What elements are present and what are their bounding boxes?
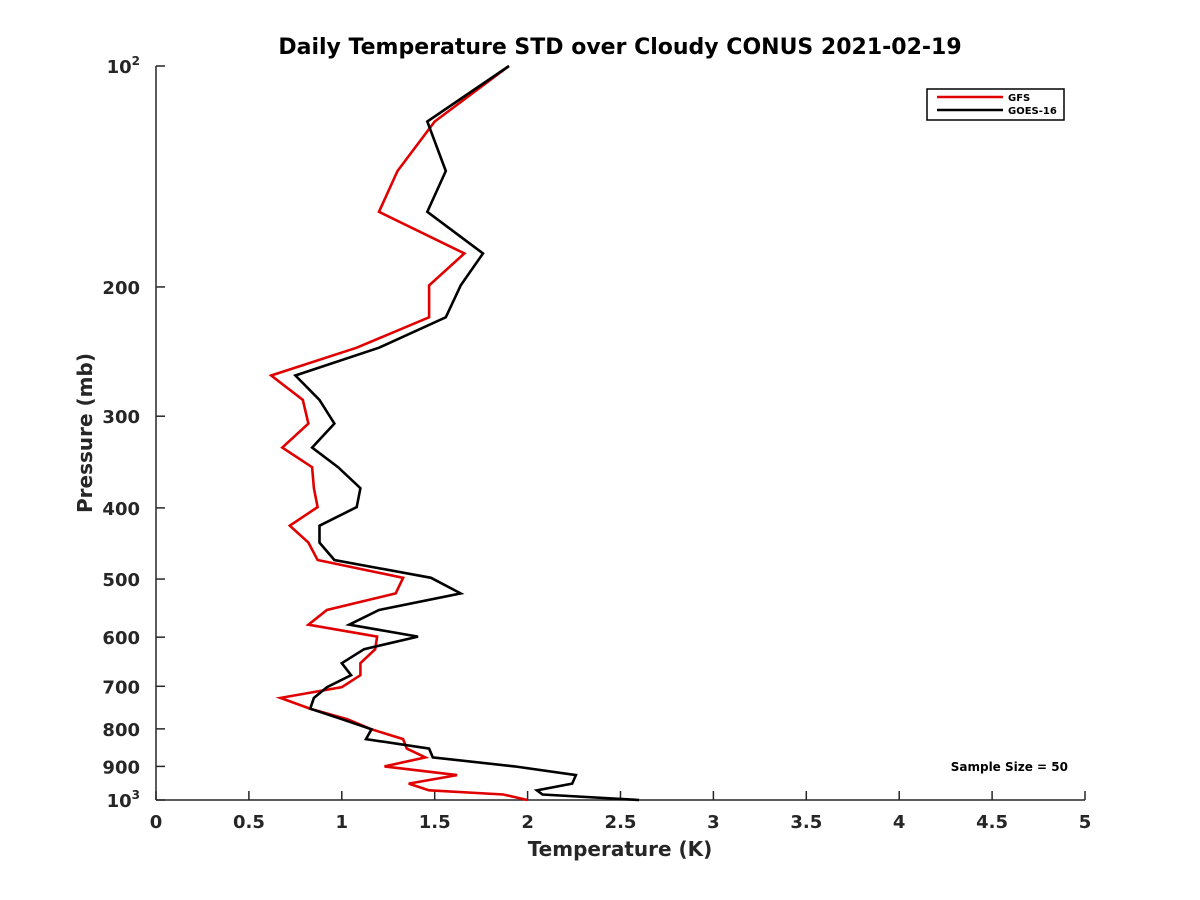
x-tick-label: 3	[707, 812, 720, 833]
legend-box	[926, 88, 1065, 121]
x-tick-label: 5	[1079, 812, 1092, 833]
y-tick-label: 300	[102, 407, 140, 428]
legend-label-goes-16: GOES-16	[1008, 106, 1057, 117]
legend-label-gfs: GFS	[1008, 93, 1030, 104]
y-tick-label: 200	[102, 278, 140, 299]
series-line-goes-16	[293, 64, 640, 802]
chart-title: Daily Temperature STD over Cloudy CONUS …	[278, 35, 961, 60]
y-tick-label: 103	[107, 788, 140, 812]
y-axis-label: Pressure (mb)	[73, 353, 97, 513]
x-tick-label: 1.5	[419, 812, 451, 833]
y-tick-label: 900	[102, 757, 140, 778]
x-tick-label: 2	[521, 812, 534, 833]
y-tick-label: 800	[102, 720, 140, 741]
x-tick-label: 4	[893, 812, 906, 833]
y-tick-label: 500	[102, 570, 140, 591]
y-tick-label: 102	[107, 54, 140, 78]
y-tick-label: 600	[102, 628, 140, 649]
x-tick-label: 2.5	[605, 812, 637, 833]
x-tick-label: 3.5	[790, 812, 822, 833]
x-tick-label: 0.5	[233, 812, 265, 833]
x-tick-label: 4.5	[976, 812, 1008, 833]
y-ticks: 102 200 300 400 500 600 700 800 900 103	[102, 54, 165, 812]
plot-frame	[155, 66, 1085, 801]
x-axis-label: Temperature (K)	[528, 837, 713, 861]
legend: GFS GOES-16	[926, 88, 1065, 121]
series-line-gfs	[268, 64, 528, 802]
y-tick-label: 400	[102, 499, 140, 520]
x-ticks: 0 0.5 1 1.5 2 2.5 3 3.5 4 4.5 5	[150, 791, 1092, 833]
y-tick-label: 700	[102, 677, 140, 698]
series-lines	[268, 64, 640, 802]
x-tick-label: 0	[150, 812, 163, 833]
sample-size-annotation: Sample Size = 50	[951, 760, 1068, 774]
x-tick-label: 1	[336, 812, 349, 833]
